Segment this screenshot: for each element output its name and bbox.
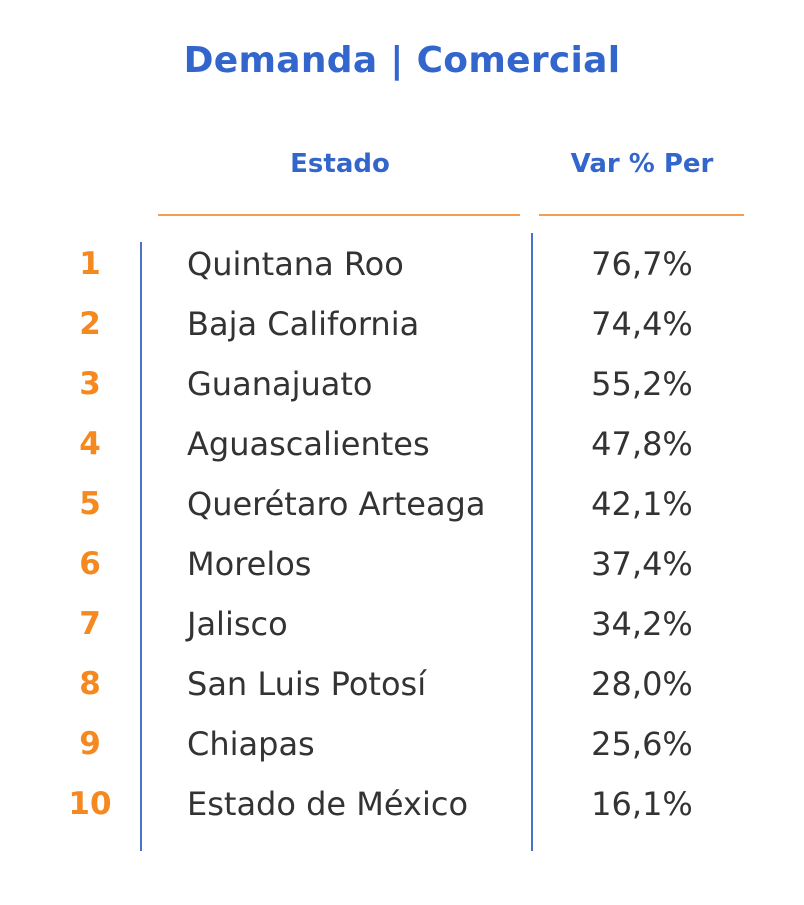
table-row: 8 San Luis Potosí 28,0% [0, 656, 804, 716]
rank-number: 5 [79, 486, 101, 522]
rank-number: 6 [79, 546, 101, 582]
table-row: 1 Quintana Roo 76,7% [0, 236, 804, 296]
column-header-var-per: Var % Per [570, 149, 714, 179]
var-per-value: 42,1% [591, 485, 693, 523]
var-per-value: 25,6% [591, 725, 693, 763]
rank-number: 2 [79, 306, 101, 342]
var-per-value: 34,2% [591, 605, 693, 643]
table-row: 6 Morelos 37,4% [0, 536, 804, 596]
table-row: 3 Guanajuato 55,2% [0, 356, 804, 416]
table-row: 10 Estado de México 16,1% [0, 776, 804, 836]
var-per-value: 47,8% [591, 425, 693, 463]
chart-title: Demanda | Comercial [183, 40, 621, 81]
var-per-value: 16,1% [591, 785, 693, 823]
table-row: 9 Chiapas 25,6% [0, 716, 804, 776]
var-per-value: 37,4% [591, 545, 693, 583]
rank-divider [140, 242, 142, 851]
header-underline-var-per [539, 214, 744, 216]
table-body: 1 Quintana Roo 76,7% 2 Baja California 74,4% 3… [0, 236, 804, 836]
table-row: 7 Jalisco 34,2% [0, 596, 804, 656]
estado-name: Morelos [187, 545, 312, 583]
rank-number: 8 [79, 666, 101, 702]
estado-name: Guanajuato [187, 365, 373, 403]
rank-number: 3 [79, 366, 101, 402]
var-per-value: 74,4% [591, 305, 693, 343]
rank-number: 4 [79, 426, 101, 462]
rank-number: 1 [79, 246, 101, 282]
table-row: 5 Querétaro Arteaga 42,1% [0, 476, 804, 536]
estado-name: Estado de México [187, 785, 469, 823]
estado-name: Baja California [187, 305, 420, 343]
table-row: 2 Baja California 74,4% [0, 296, 804, 356]
estado-name: Aguascalientes [187, 425, 430, 463]
var-per-value: 28,0% [591, 665, 693, 703]
rank-number: 9 [79, 726, 101, 762]
var-per-value: 55,2% [591, 365, 693, 403]
header-underline-estado [158, 214, 520, 216]
estado-name: Chiapas [187, 725, 315, 763]
rank-number: 7 [79, 606, 101, 642]
estado-name: San Luis Potosí [187, 665, 427, 703]
estado-name: Jalisco [187, 605, 288, 643]
value-divider [531, 233, 533, 851]
estado-name: Querétaro Arteaga [187, 485, 486, 523]
column-header-estado: Estado [290, 149, 390, 179]
estado-name: Quintana Roo [187, 245, 404, 283]
var-per-value: 76,7% [591, 245, 693, 283]
rank-number: 10 [68, 786, 112, 822]
table-row: 4 Aguascalientes 47,8% [0, 416, 804, 476]
